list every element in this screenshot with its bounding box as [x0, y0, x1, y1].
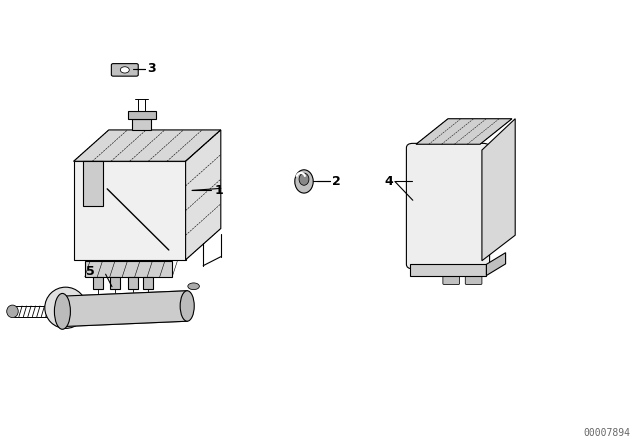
Polygon shape [482, 119, 515, 261]
Circle shape [120, 67, 129, 73]
Polygon shape [74, 161, 186, 260]
Polygon shape [410, 264, 486, 276]
Ellipse shape [180, 291, 195, 321]
Polygon shape [486, 253, 506, 276]
Ellipse shape [54, 293, 70, 329]
Polygon shape [186, 130, 221, 260]
Polygon shape [85, 261, 172, 277]
Ellipse shape [45, 287, 86, 328]
Text: 4: 4 [384, 175, 393, 188]
Polygon shape [93, 277, 103, 289]
Polygon shape [128, 277, 138, 289]
Ellipse shape [299, 173, 309, 185]
Text: 2: 2 [332, 175, 340, 188]
Polygon shape [62, 291, 187, 327]
Polygon shape [127, 111, 156, 119]
Text: 1: 1 [214, 184, 223, 197]
Text: 00007894: 00007894 [584, 428, 630, 438]
Text: 5: 5 [86, 264, 95, 278]
Text: 3: 3 [147, 61, 156, 75]
Polygon shape [143, 277, 153, 289]
Ellipse shape [188, 283, 200, 290]
Polygon shape [74, 130, 221, 161]
Polygon shape [416, 119, 512, 144]
FancyBboxPatch shape [111, 64, 138, 76]
Polygon shape [110, 277, 120, 289]
FancyBboxPatch shape [443, 274, 460, 284]
FancyBboxPatch shape [465, 274, 482, 284]
Circle shape [90, 210, 106, 221]
FancyBboxPatch shape [406, 143, 490, 269]
Ellipse shape [6, 305, 18, 318]
Ellipse shape [295, 170, 313, 193]
Polygon shape [132, 119, 151, 130]
Polygon shape [83, 161, 102, 206]
